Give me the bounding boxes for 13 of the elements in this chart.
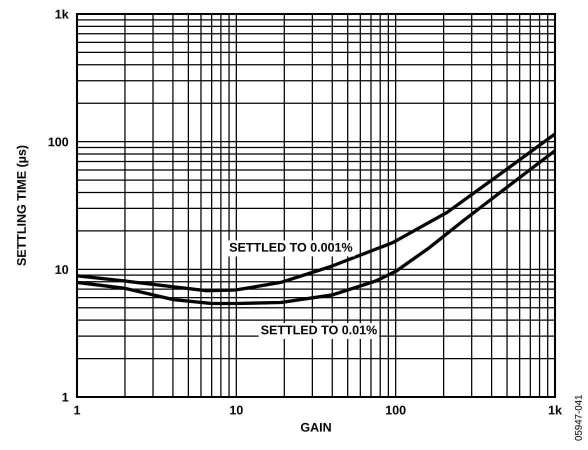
annotation: SETTLED TO 0.01%	[261, 325, 377, 334]
y-axis-title: SETTLING TIME (µs)	[16, 146, 28, 266]
y-tick-label: 100	[48, 137, 68, 146]
annotation: SETTLED TO 0.001%	[230, 242, 352, 252]
text: 05947-041	[574, 394, 582, 441]
x-tick-label: 1k	[548, 405, 562, 414]
x-tick-label: 10	[230, 406, 243, 415]
x-tick-label: 100	[386, 406, 406, 415]
y-tick-label: 1k	[56, 9, 69, 19]
y-tick-label: 1	[62, 392, 68, 402]
x-tick-label: 1	[74, 406, 80, 414]
x-axis-title: GAIN	[300, 422, 331, 432]
y-tick-label: 10	[56, 265, 68, 274]
